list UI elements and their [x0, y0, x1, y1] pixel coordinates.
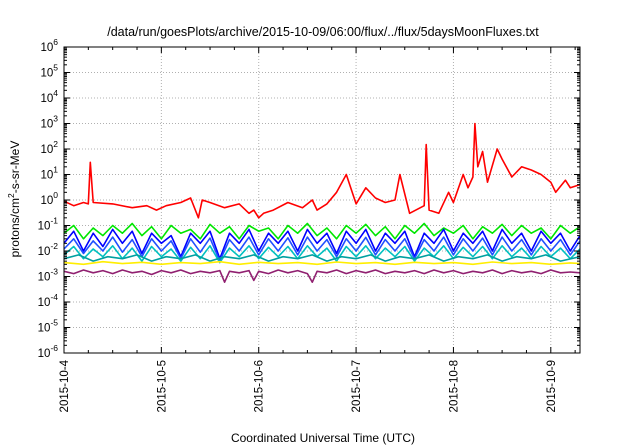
y-tick-label: 102 — [40, 139, 58, 156]
y-axis-label-pre: protons/cm — [8, 198, 22, 257]
x-tick-label: 2015-10-7 — [351, 360, 363, 412]
grid-lines — [64, 47, 580, 353]
series-line-purple — [63, 269, 581, 284]
x-tick-labels: 2015-10-4 2015-10-5 2015-10-6 2015-10-7 2015… — [59, 359, 558, 412]
y-tick-label: 10-3 — [38, 267, 59, 284]
series-line-red — [63, 122, 581, 219]
y-tick-label: 104 — [40, 88, 58, 105]
series-layer — [63, 122, 581, 284]
y-axis-label-post: -s-sr-MeV — [8, 141, 22, 194]
y-axis-label-sup: 2 — [6, 193, 16, 198]
y-tick-label: 10-5 — [38, 318, 59, 335]
series-line-blue — [63, 228, 581, 260]
y-tick-label: 10-6 — [38, 343, 59, 360]
y-tick-label: 103 — [40, 114, 58, 131]
x-tick-label: 2015-10-6 — [254, 360, 266, 412]
y-tick-label: 106 — [40, 37, 58, 54]
series-line-cyan — [63, 245, 581, 264]
tick-marks — [63, 46, 580, 354]
chart-title: /data/run/goesPlots/archive/2015-10-09/0… — [107, 25, 539, 39]
y-tick-label: 10-2 — [38, 241, 59, 258]
x-tick-label: 2015-10-4 — [59, 359, 71, 412]
y-tick-label: 100 — [40, 190, 58, 207]
x-tick-label: 2015-10-5 — [156, 360, 168, 412]
x-tick-label: 2015-10-9 — [546, 360, 558, 412]
y-tick-label: 101 — [40, 165, 58, 182]
y-tick-label: 105 — [40, 63, 58, 80]
x-axis-label: Coordinated Universal Time (UTC) — [231, 431, 415, 445]
series-line-yellow — [63, 260, 581, 266]
x-tick-label: 2015-10-8 — [448, 360, 460, 412]
y-tick-labels: 106 105 104 103 102 101 100 10-1 10-2 10-3 10-4 10-… — [38, 37, 59, 360]
series-line-royal — [63, 236, 581, 262]
series-line-teal — [63, 254, 581, 262]
y-axis-label: protons/cm2-s-sr-MeV — [6, 141, 22, 258]
y-tick-label: 10-1 — [38, 216, 59, 233]
series-line-green — [63, 222, 581, 240]
y-tick-label: 10-4 — [38, 292, 59, 309]
